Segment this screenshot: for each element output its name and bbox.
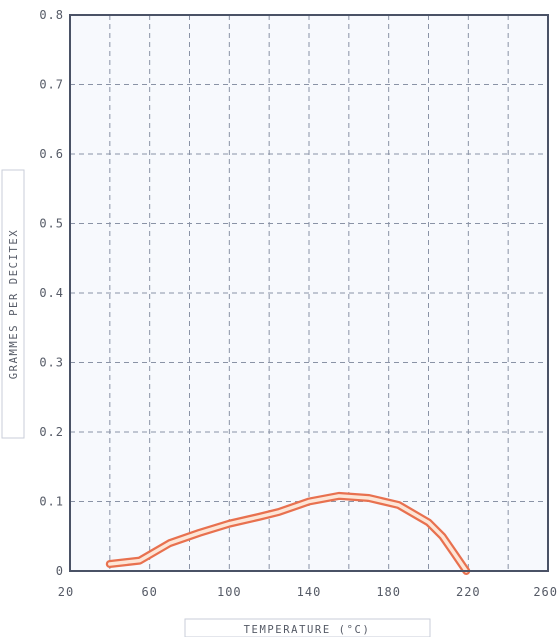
y-tick-label: 0.2 bbox=[39, 425, 64, 439]
data-series bbox=[105, 491, 471, 575]
x-tick-label: 60 bbox=[141, 585, 157, 599]
x-tick-label: 260 bbox=[533, 585, 558, 599]
y-tick-label: 0.3 bbox=[39, 356, 64, 370]
y-tick-label: 0.6 bbox=[39, 147, 64, 161]
y-tick-label: 0.4 bbox=[39, 286, 64, 300]
x-tick-label: 220 bbox=[456, 585, 481, 599]
y-tick-label: 0.5 bbox=[39, 217, 64, 231]
y-axis-title: Grammes per decitex bbox=[8, 229, 20, 380]
y-axis-title-box bbox=[1, 169, 25, 439]
y-tick-label: 0 bbox=[56, 564, 64, 578]
y-tick-label: 0.7 bbox=[39, 78, 64, 92]
x-tick-label: 100 bbox=[217, 585, 242, 599]
x-tick-label: 20 bbox=[58, 585, 74, 599]
x-tick-label: 140 bbox=[297, 585, 322, 599]
plot-frame bbox=[69, 14, 549, 572]
y-tick-label: 0.8 bbox=[39, 8, 64, 22]
series-line-inner bbox=[108, 494, 469, 573]
grid bbox=[70, 15, 548, 571]
y-axis-ticks: 0 0.1 0.2 0.3 0.4 0.5 0.6 0.7 0.8 bbox=[39, 8, 64, 578]
x-axis-ticks: 20 60 100 140 180 220 260 bbox=[58, 585, 558, 599]
y-tick-label: 0.1 bbox=[39, 495, 64, 509]
x-tick-label: 180 bbox=[376, 585, 401, 599]
x-axis-title-box bbox=[184, 618, 431, 637]
x-axis-title: Temperature (°C) bbox=[244, 624, 371, 636]
